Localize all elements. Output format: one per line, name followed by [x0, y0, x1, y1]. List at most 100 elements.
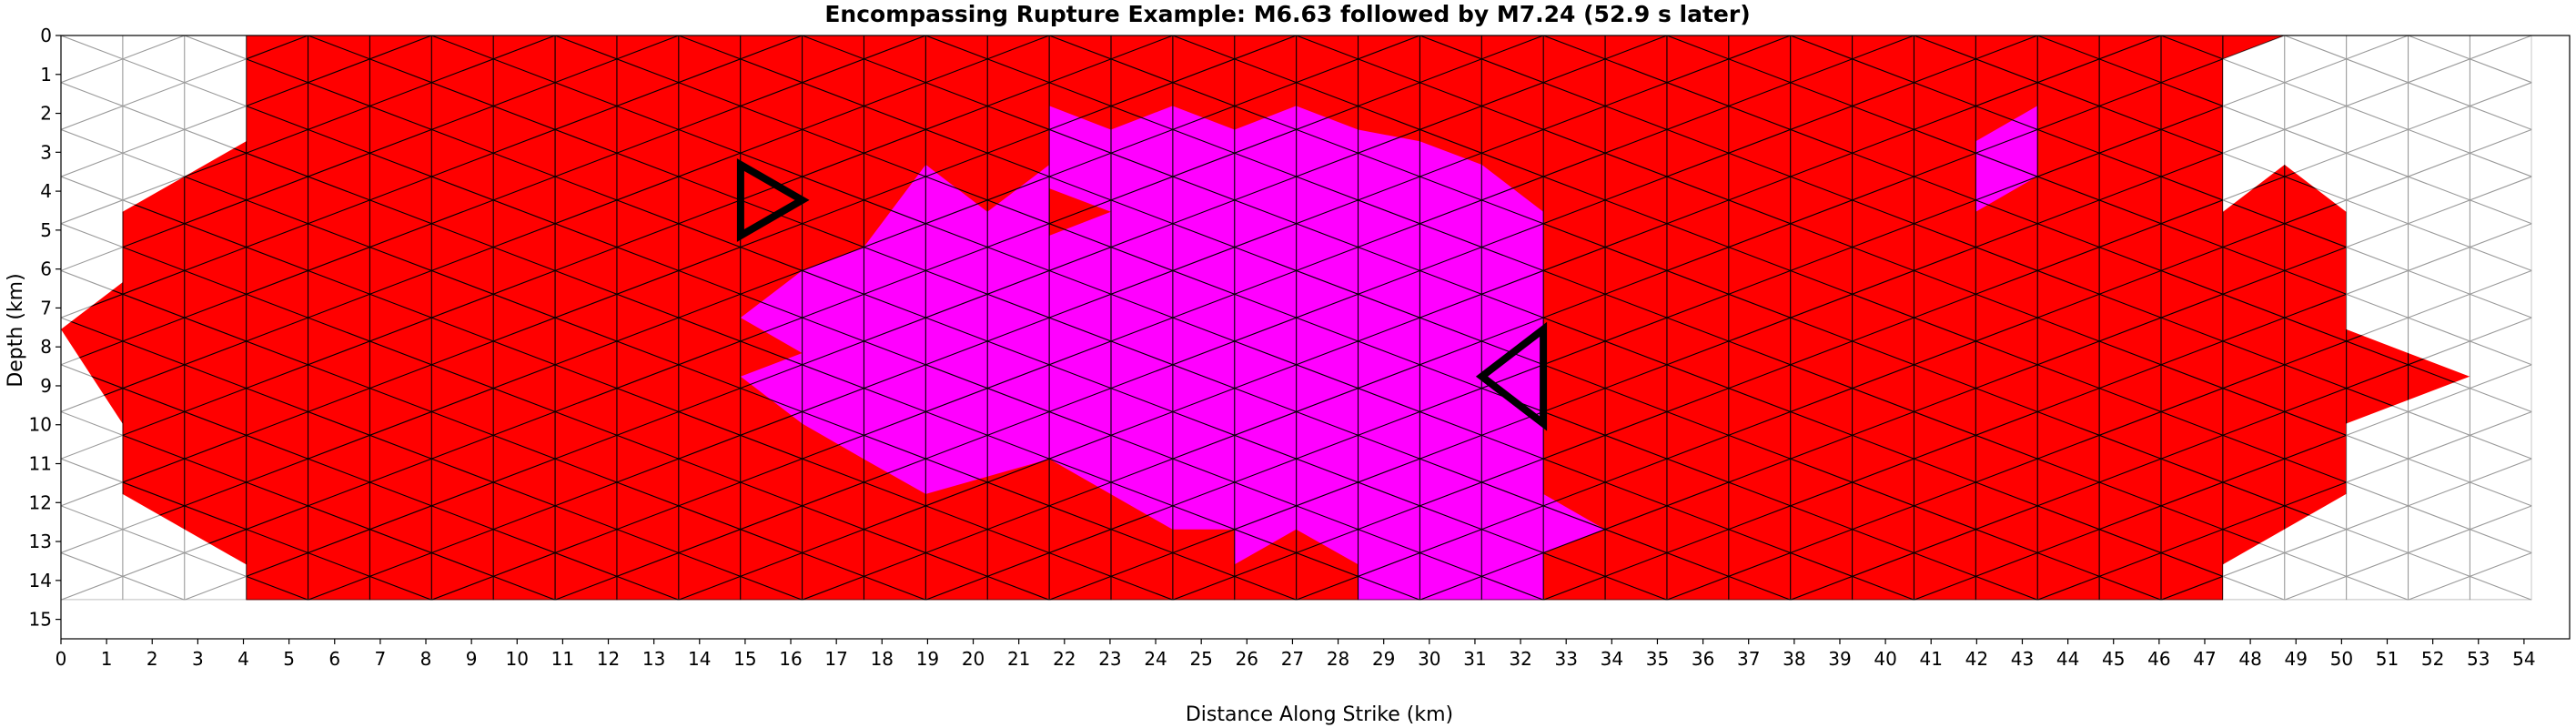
x-tick-label: 22: [1053, 648, 1076, 670]
black-mesh-diag-up-line: [61, 35, 2470, 601]
y-tick-label: 13: [29, 531, 52, 552]
black-mesh-diag-down-line: [61, 35, 2470, 507]
x-tick-label: 7: [375, 648, 387, 670]
black-mesh-diag-up-line: [61, 35, 2470, 225]
black-mesh-diag-up-line: [61, 364, 2470, 601]
x-tick-label: 45: [2102, 648, 2125, 670]
black-mesh-diag-down-line: [61, 35, 2470, 366]
y-tick-label: 5: [40, 219, 52, 241]
y-tick-label: 2: [40, 103, 52, 125]
hypocenter-marker-m663: [736, 158, 810, 242]
x-tick-label: 32: [1509, 648, 1531, 670]
x-tick-label: 11: [551, 648, 574, 670]
y-tick-label: 15: [29, 609, 52, 631]
x-tick-label: 30: [1418, 648, 1440, 670]
black-mesh-diag-up-line: [61, 35, 2470, 601]
black-mesh-diag-down-line: [61, 35, 2470, 460]
black-mesh-diag-down-line: [61, 176, 2470, 601]
x-tick-label: 18: [871, 648, 894, 670]
x-tick-label: 42: [1965, 648, 1988, 670]
y-tick-label: 4: [40, 180, 52, 202]
x-axis-ticks: 0 1 2 3 4 5 6 7 8 9 10 11 12 13 14 15 16 17 18 19 20 21 22 23 24…: [56, 639, 2536, 670]
x-tick-label: 23: [1098, 648, 1121, 670]
x-tick-label: 12: [597, 648, 620, 670]
black-mesh-diag-down-line: [61, 128, 2470, 601]
m663-isolated-patch: [1975, 106, 2037, 212]
x-tick-label: 28: [1327, 648, 1349, 670]
black-mesh-diag-up-line: [61, 35, 2470, 601]
x-tick-label: 41: [1919, 648, 1942, 670]
hypocenter-markers: [736, 158, 1548, 431]
x-tick-label: 37: [1737, 648, 1760, 670]
x-tick-label: 14: [688, 648, 711, 670]
x-tick-label: 17: [824, 648, 847, 670]
x-tick-label: 33: [1554, 648, 1577, 670]
x-tick-label: 21: [1007, 648, 1030, 670]
y-tick-label: 1: [40, 64, 52, 86]
black-mesh-diag-up-line: [61, 410, 2470, 601]
rupture-fills: [61, 35, 2470, 601]
y-tick-label: 8: [40, 336, 52, 358]
black-mesh-diag-up-line: [61, 35, 2470, 601]
x-tick-label: 0: [56, 648, 67, 670]
x-tick-label: 52: [2421, 648, 2444, 670]
black-mesh-diag-down-line: [61, 223, 2470, 601]
black-mesh-diag-up-line: [61, 35, 2470, 271]
black-mesh-diag-up-line: [61, 176, 2470, 601]
black-mesh-diag-up-line: [61, 35, 2470, 460]
black-mesh-diag-up-line: [61, 223, 2470, 601]
x-tick-label: 20: [962, 648, 985, 670]
x-tick-label: 47: [2193, 648, 2216, 670]
x-tick-label: 6: [328, 648, 340, 670]
x-tick-label: 8: [420, 648, 432, 670]
black-mesh-diag-up-line: [61, 317, 2470, 601]
black-mesh-diag-up-line: [61, 82, 2470, 601]
black-mesh-diag-up-line: [61, 35, 2470, 412]
hypocenter-marker-m724: [1475, 321, 1548, 431]
x-tick-label: 50: [2330, 648, 2353, 670]
y-axis-label: Depth (km): [5, 273, 27, 387]
x-tick-label: 43: [2011, 648, 2034, 670]
y-tick-label: 9: [40, 375, 52, 397]
plot-frame: [60, 35, 2571, 640]
x-tick-label: 48: [2238, 648, 2261, 670]
x-tick-label: 34: [1601, 648, 1623, 670]
black-mesh-diag-down-line: [61, 35, 2470, 412]
x-tick-label: 5: [283, 648, 295, 670]
x-tick-label: 39: [1828, 648, 1851, 670]
black-mesh-diag-down-line: [61, 364, 2470, 601]
x-tick-label: 54: [2512, 648, 2535, 670]
y-tick-label: 7: [40, 297, 52, 318]
x-tick-label: 24: [1144, 648, 1167, 670]
black-mesh-diag-down-line: [61, 35, 2470, 225]
black-mesh-diag-up-line: [61, 35, 2470, 554]
x-tick-label: 26: [1236, 648, 1258, 670]
x-tick-label: 31: [1463, 648, 1486, 670]
x-tick-label: 53: [2467, 648, 2490, 670]
black-mesh-diag-up-line: [61, 128, 2470, 601]
x-tick-label: 19: [916, 648, 939, 670]
x-tick-label: 38: [1783, 648, 1805, 670]
x-tick-label: 27: [1281, 648, 1304, 670]
x-tick-label: 40: [1874, 648, 1896, 670]
x-tick-label: 51: [2376, 648, 2399, 670]
x-tick-label: 16: [779, 648, 802, 670]
black-mesh-lines: [61, 35, 2470, 601]
black-mesh-diag-up-line: [61, 35, 2470, 318]
y-tick-label: 3: [40, 141, 52, 163]
x-tick-label: 15: [733, 648, 756, 670]
x-tick-label: 35: [1646, 648, 1669, 670]
black-mesh-diag-up-line: [61, 35, 2470, 601]
ruptured-mesh: [61, 35, 2470, 601]
x-tick-label: 4: [237, 648, 249, 670]
black-mesh-diag-up-line: [61, 35, 2470, 507]
y-tick-label: 10: [29, 414, 52, 436]
x-tick-label: 9: [466, 648, 478, 670]
x-tick-label: 13: [642, 648, 665, 670]
x-axis-label: Distance Along Strike (km): [1186, 703, 1453, 726]
y-tick-label: 14: [29, 570, 52, 592]
black-mesh-diag-down-line: [61, 317, 2470, 601]
black-mesh-diag-down-line: [61, 269, 2470, 601]
